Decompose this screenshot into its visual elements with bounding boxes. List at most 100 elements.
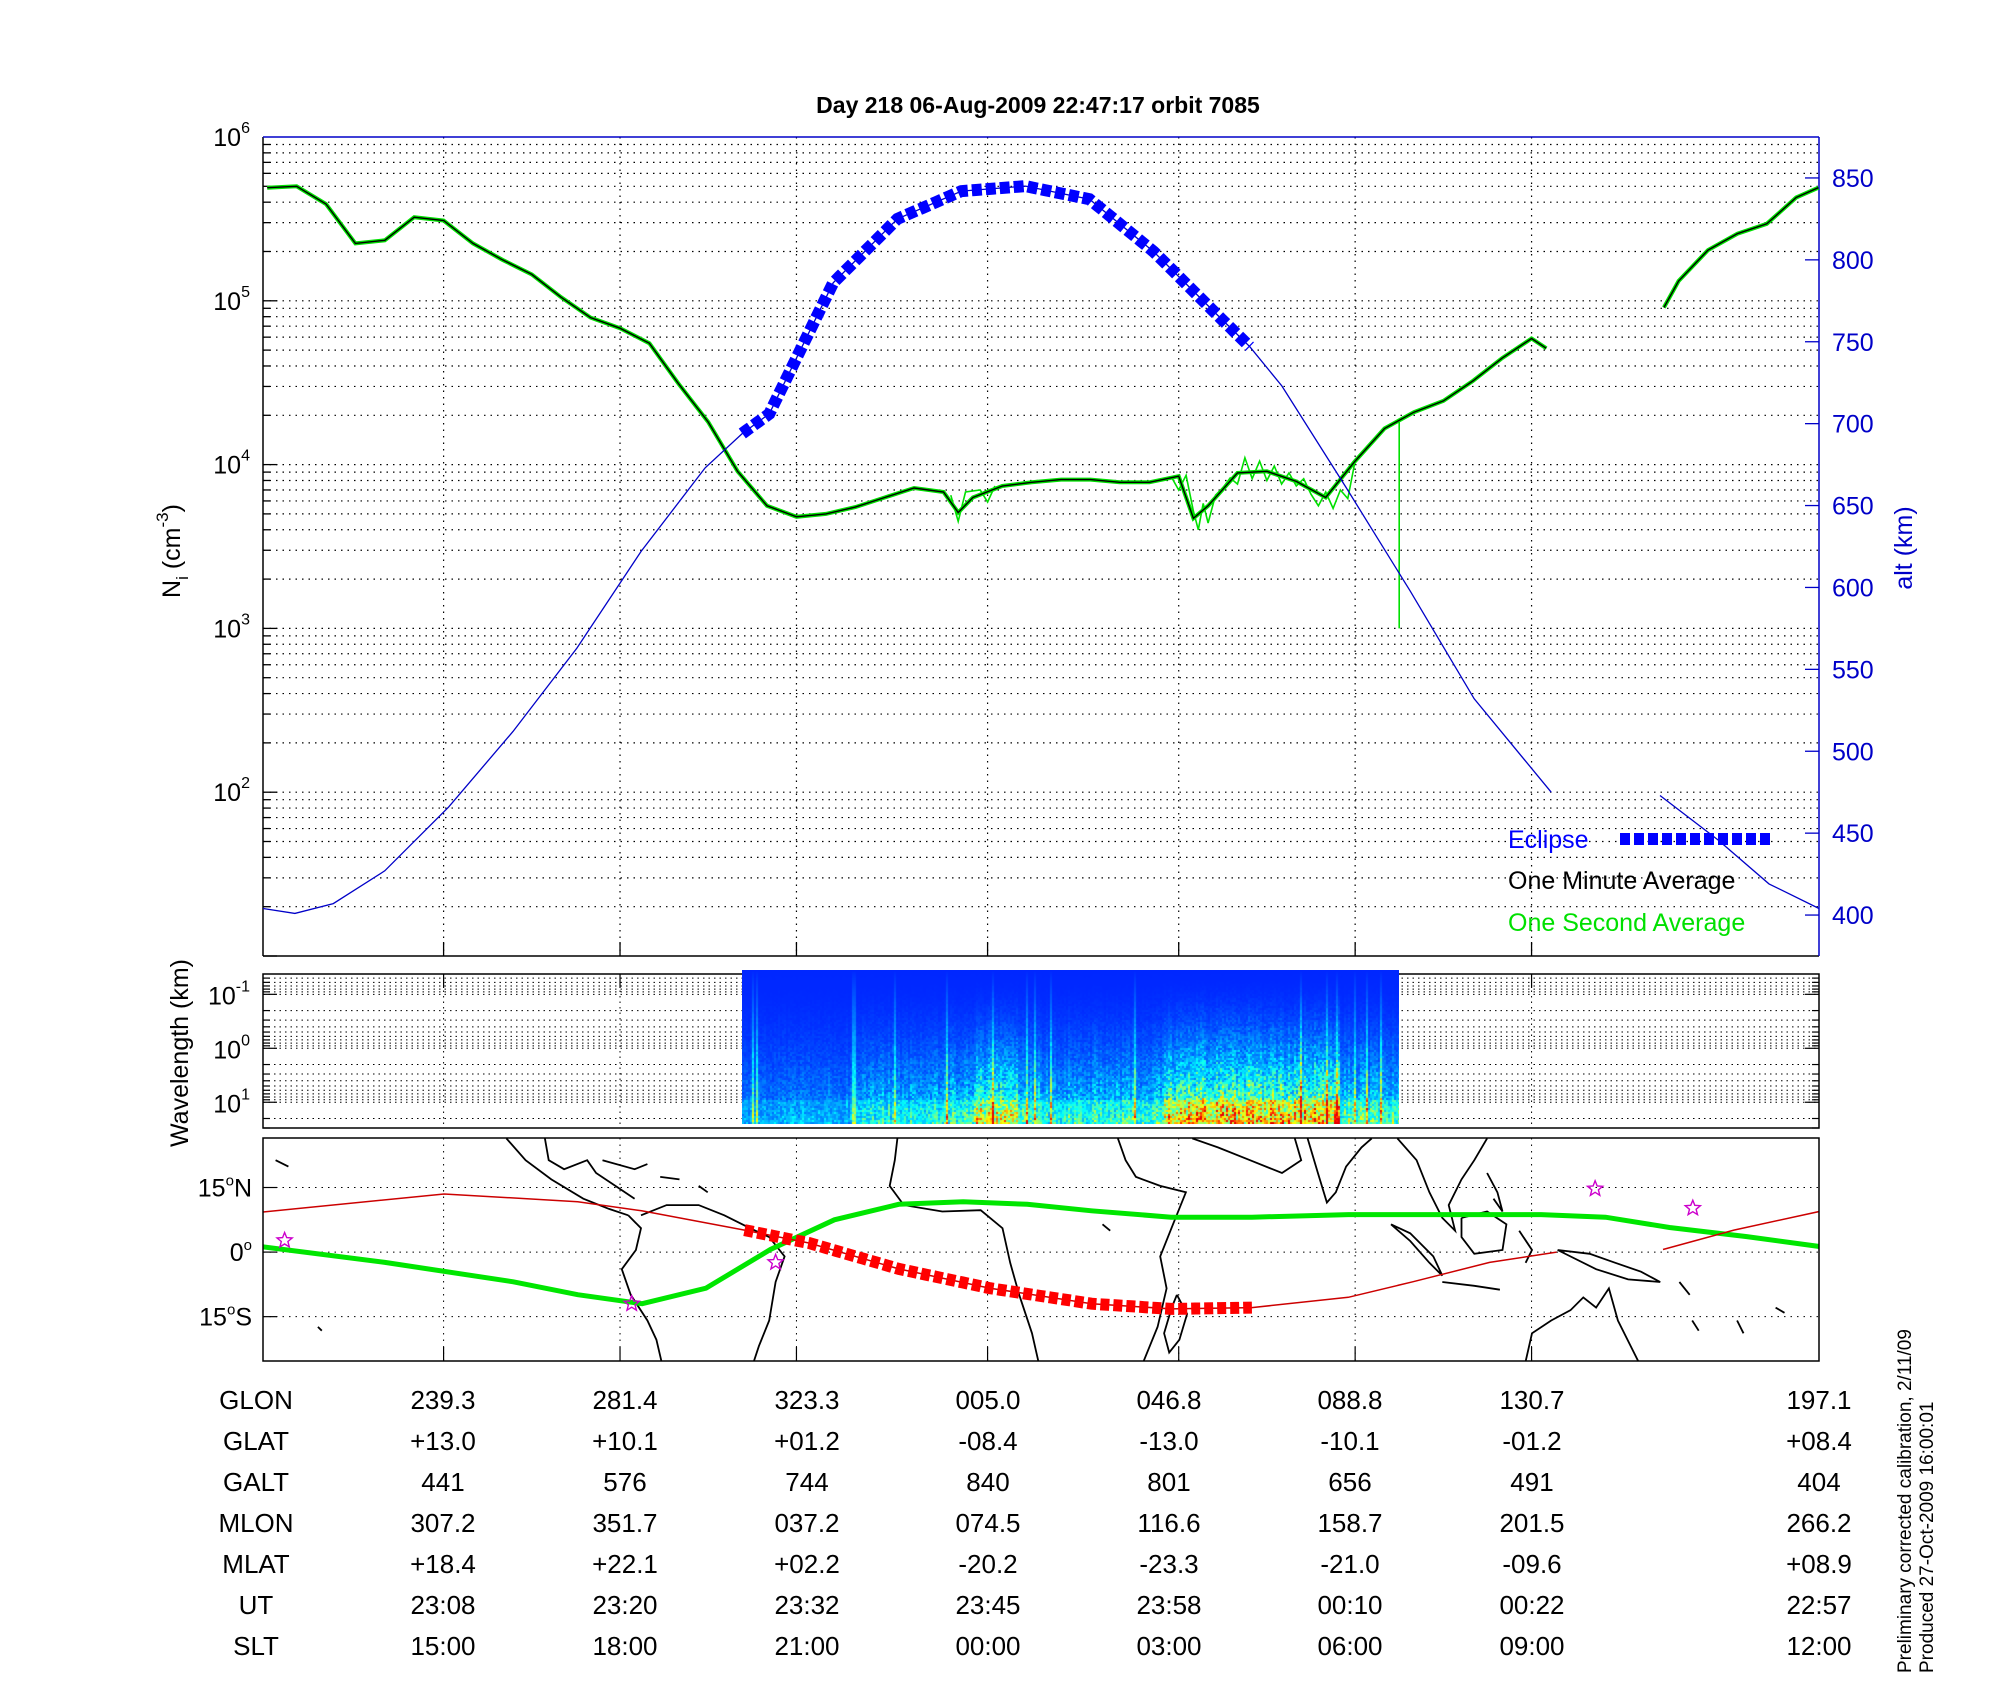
ephemeris-cell: 23:20 <box>592 1590 657 1620</box>
ephemeris-cell: -23.3 <box>1139 1549 1198 1579</box>
coastline <box>698 1185 709 1194</box>
star-marker <box>766 1252 786 1271</box>
ephemeris-row-label: GLAT <box>223 1426 289 1456</box>
y2-tick-label: 450 <box>1832 820 1874 848</box>
y-tick-label: 103 <box>213 611 250 643</box>
y2-tick-label: 850 <box>1832 165 1874 193</box>
ephemeris-table: GLON GLAT GALT MLON MLAT UT SLT 239.3 +13.0 441 30… <box>218 1385 1851 1661</box>
eclipse-track-segment <box>743 1224 1252 1315</box>
ephemeris-cell: 06:00 <box>1317 1631 1382 1661</box>
ephemeris-cell: 15:00 <box>410 1631 475 1661</box>
map-frame <box>262 1137 1820 1362</box>
coastline <box>1396 1138 1488 1234</box>
coastline <box>640 1204 786 1361</box>
footnote-calibration: Preliminary corrected calibration, 2/11/… <box>1895 1329 1916 1673</box>
one-second-average-underlay <box>267 184 1819 522</box>
ephemeris-cell: 404 <box>1797 1467 1840 1497</box>
map-lat-label: 0o <box>230 1237 252 1267</box>
ephemeris-cell: +10.1 <box>592 1426 658 1456</box>
coastline <box>1442 1281 1501 1291</box>
y-axis-label: Ni (cm-3) <box>153 504 192 598</box>
ephemeris-cell: 197.1 <box>1786 1385 1851 1415</box>
coastline <box>1557 1249 1661 1283</box>
ephemeris-row-label: UT <box>239 1590 274 1620</box>
ephemeris-cell: 307.2 <box>410 1508 475 1538</box>
ephemeris-cell: 074.5 <box>955 1508 1020 1538</box>
coastline <box>1775 1306 1785 1314</box>
coastline <box>1691 1320 1700 1332</box>
spectrogram-y-axis-label: Wavelength (km) <box>166 959 194 1147</box>
ephemeris-cell: 23:32 <box>774 1590 839 1620</box>
y2-tick-label: 550 <box>1832 656 1874 684</box>
eclipse-altitude-segment <box>738 180 1254 439</box>
dip-equator-line <box>263 1199 1819 1307</box>
ephemeris-cell: 656 <box>1328 1467 1371 1497</box>
y2-tick-label: 750 <box>1832 329 1874 357</box>
ephemeris-cell: 351.7 <box>592 1508 657 1538</box>
spectrogram-y-tick-label: 101 <box>213 1086 250 1118</box>
coastline <box>1486 1172 1504 1213</box>
legend-eclipse-label: Eclipse <box>1508 826 1589 854</box>
legend: Eclipse One Minute Average One Second Aver… <box>1508 826 1772 937</box>
ephemeris-cell: -13.0 <box>1139 1426 1198 1456</box>
coastline <box>544 1138 636 1200</box>
ephemeris-row-label: MLON <box>218 1508 293 1538</box>
ephemeris-cell: 23:45 <box>955 1590 1020 1620</box>
y2-tick-label: 800 <box>1832 247 1874 275</box>
ephemeris-cell: 03:00 <box>1136 1631 1201 1661</box>
coastline <box>1524 1286 1640 1361</box>
coastline <box>620 1214 663 1361</box>
density-panel: 102 103 104 105 106 400 450 500 550 600 650 700 750 8… <box>153 120 1918 957</box>
ephemeris-row-label: GALT <box>223 1467 289 1497</box>
coastline <box>1101 1223 1111 1232</box>
ephemeris-cell: -08.4 <box>958 1426 1017 1456</box>
coastline <box>505 1138 629 1217</box>
star-marker <box>1683 1198 1703 1217</box>
ephemeris-cell: 323.3 <box>774 1385 839 1415</box>
y2-axis-label: alt (km) <box>1890 506 1918 589</box>
spectrogram-y-tick-label: 10-1 <box>208 978 250 1010</box>
ephemeris-cell: -09.6 <box>1502 1549 1561 1579</box>
one-minute-average-line <box>267 185 1819 520</box>
ephemeris-row-label: SLT <box>233 1631 279 1661</box>
coastline <box>1460 1210 1508 1255</box>
coastline <box>317 1326 323 1332</box>
star-marker <box>1585 1178 1605 1197</box>
ephemeris-cell: +18.4 <box>410 1549 476 1579</box>
coastline <box>275 1159 289 1168</box>
ephemeris-cell: +08.9 <box>1786 1549 1852 1579</box>
ephemeris-cell: 037.2 <box>774 1508 839 1538</box>
ephemeris-cell: 00:22 <box>1499 1590 1564 1620</box>
ephemeris-cell: 130.7 <box>1499 1385 1564 1415</box>
coastline <box>1518 1230 1534 1264</box>
ephemeris-cell: 00:00 <box>955 1631 1020 1661</box>
ephemeris-cell: 12:00 <box>1786 1631 1851 1661</box>
spectrogram-heatmap <box>742 970 1400 1124</box>
ephemeris-cell: -01.2 <box>1502 1426 1561 1456</box>
coastline <box>1192 1138 1303 1175</box>
y2-tick-label: 600 <box>1832 574 1874 602</box>
spectrogram-y-tick-label: 100 <box>213 1032 250 1064</box>
y2-tick-label: 500 <box>1832 738 1874 766</box>
ephemeris-cell: 266.2 <box>1786 1508 1851 1538</box>
ephemeris-cell: 239.3 <box>410 1385 475 1415</box>
coastline <box>1117 1138 1188 1361</box>
ephemeris-cell: 23:08 <box>410 1590 475 1620</box>
star-marker <box>275 1230 295 1249</box>
ephemeris-cell: 491 <box>1510 1467 1553 1497</box>
legend-one-second-label: One Second Average <box>1508 909 1745 937</box>
ephemeris-cell: 441 <box>421 1467 464 1497</box>
ephemeris-cell: -21.0 <box>1320 1549 1379 1579</box>
ephemeris-cell: 09:00 <box>1499 1631 1564 1661</box>
ephemeris-cell: 00:10 <box>1317 1590 1382 1620</box>
y2-tick-label: 700 <box>1832 411 1874 439</box>
ephemeris-cell: 22:57 <box>1786 1590 1851 1620</box>
ephemeris-cell: 840 <box>966 1467 1009 1497</box>
figure-title: Day 218 06-Aug-2009 22:47:17 orbit 7085 <box>816 92 1260 118</box>
coastline <box>1306 1138 1373 1205</box>
ephemeris-cell: +22.1 <box>592 1549 658 1579</box>
y2-tick-label: 650 <box>1832 493 1874 521</box>
legend-one-minute-label: One Minute Average <box>1508 867 1735 895</box>
y2-tick-label: 400 <box>1832 902 1874 930</box>
